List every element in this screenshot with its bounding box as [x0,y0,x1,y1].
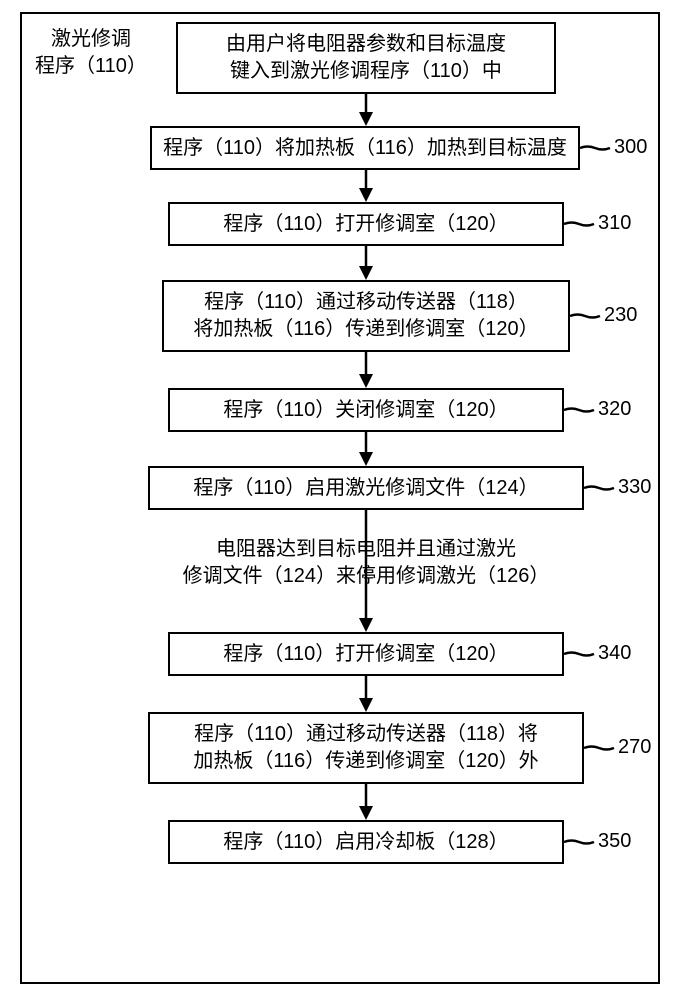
flowchart-step-text: 程序（110）启用激光修调文件（124） [193,475,538,502]
flowchart-step-text: 程序（110）通过移动传送器（118）将 加热板（116）传递到修调室（120）… [193,721,538,775]
flowchart-step-text: 程序（110）通过移动传送器（118） 将加热板（116）传递到修调室（120） [193,289,538,343]
flowchart-step-text: 程序（110）打开修调室（120） [223,211,508,238]
flowchart-step: 程序（110）打开修调室（120） [168,202,564,246]
flowchart-step: 由用户将电阻器参数和目标温度 键入到激光修调程序（110）中 [176,22,556,94]
flowchart-step: 程序（110）通过移动传送器（118）将 加热板（116）传递到修调室（120）… [148,712,584,784]
step-side-label: 340 [598,643,631,663]
step-side-label: 320 [598,399,631,419]
step-side-label: 350 [598,831,631,851]
flowchart-step-text: 程序（110）关闭修调室（120） [223,397,508,424]
flowchart-step-text: 程序（110）将加热板（116）加热到目标温度 [163,135,567,162]
flowchart-step-text: 程序（110）打开修调室（120） [223,641,508,668]
flowchart-step: 程序（110）将加热板（116）加热到目标温度 [150,126,580,170]
flowchart-title: 激光修调 程序（110） [26,26,156,80]
step-side-label: 310 [598,213,631,233]
flowchart-step: 程序（110）启用冷却板（128） [168,820,564,864]
step-side-label: 300 [614,137,647,157]
step-side-label: 270 [618,737,651,757]
flowchart-step: 程序（110）打开修调室（120） [168,632,564,676]
flowchart-step: 程序（110）通过移动传送器（118） 将加热板（116）传递到修调室（120） [162,280,570,352]
step-side-label: 230 [604,305,637,325]
step-side-label: 330 [618,477,651,497]
edge-annotation: 电阻器达到目标电阻并且通过激光 修调文件（124）来停用修调激光（126） [176,536,556,590]
flowchart-step-text: 程序（110）启用冷却板（128） [223,829,508,856]
flowchart-step-text: 由用户将电阻器参数和目标温度 键入到激光修调程序（110）中 [226,31,506,85]
flowchart-step: 程序（110）关闭修调室（120） [168,388,564,432]
flowchart-step: 程序（110）启用激光修调文件（124） [148,466,584,510]
